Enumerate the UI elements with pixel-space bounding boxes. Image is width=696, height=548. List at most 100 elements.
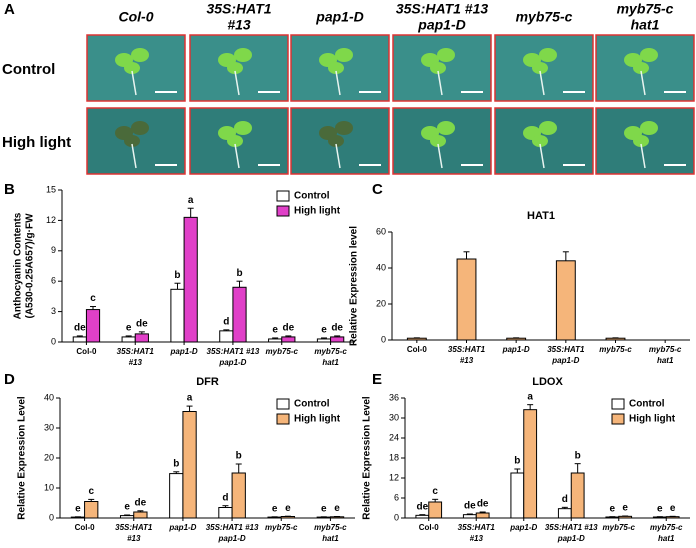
x-tick-label: myb75-c [650,523,683,532]
panel-label: A [4,1,15,18]
x-tick-label: 35S:HAT1 [115,523,153,532]
bar [475,512,490,519]
x-tick-label: Col-0 [407,345,428,354]
row-label: Control [2,61,55,78]
y-tick-label: 6 [394,492,399,502]
legend-label: Control [294,191,330,202]
plant [124,62,140,74]
column-header: pap1-D [417,17,465,33]
x-tick-label: Col-0 [75,523,96,532]
bar [415,514,430,519]
legend-swatch [611,413,625,425]
x-tick-label: Col-0 [76,347,97,356]
bar [570,472,585,519]
significance-label: d [223,316,229,327]
plant [532,135,548,147]
plant [131,48,149,62]
bar [72,336,87,343]
plant [430,135,446,147]
significance-label: de [74,323,86,334]
significance-label: e [610,503,616,514]
significance-label: b [236,268,242,279]
root [539,70,545,96]
root [437,143,443,169]
column-header: hat1 [631,17,660,33]
column-header: pap1-D [315,9,363,25]
row-label: High light [2,134,71,151]
significance-label: b [575,450,581,461]
bar [219,330,234,343]
x-tick-label: 35S:HAT1 #13 [545,523,598,532]
legend-label: High light [629,414,676,425]
significance-label: c [88,486,94,497]
bar [605,337,626,341]
significance-label: e [334,503,340,514]
bar [462,514,477,519]
significance-label: de [417,501,429,512]
bar [280,516,296,519]
panel-label: E [372,371,382,388]
legend-label: Control [294,399,330,410]
y-tick-label: 40 [376,262,386,272]
legend-label: High light [294,206,341,217]
bar [330,336,345,343]
legend-label: Control [629,399,665,410]
significance-label: e [657,503,663,514]
bar [316,338,332,343]
bar [555,260,576,341]
column-header: myb75-c [516,9,573,25]
x-tick-label: 35S:HAT1 #13 [207,347,260,356]
significance-label: b [174,270,180,281]
y-axis-label: Relative Expression Level [362,396,373,520]
significance-label: e [622,503,628,514]
x-tick-label: myb75-c [314,347,347,356]
significance-label: e [75,503,81,514]
y-tick-label: 6 [51,276,56,286]
significance-label: e [126,323,132,334]
significance-label: e [272,503,278,514]
plant [335,48,353,62]
x-tick-label: #13 [127,534,141,543]
significance-label: e [272,325,278,336]
root [539,143,545,169]
root [640,70,646,96]
bar [506,337,527,341]
y-tick-label: 20 [44,452,54,462]
x-tick-label: myb75-c [599,345,632,354]
bar [618,515,633,519]
bar [134,333,149,343]
legend-swatch [276,190,290,202]
bar [428,501,443,519]
legend-label: High light [294,414,341,425]
x-tick-label: myb75-c [265,523,298,532]
x-tick-label: 35S:HAT1 #13 [206,523,259,532]
bar [133,511,148,519]
bar [84,501,99,519]
plant [328,62,344,74]
bar [456,258,477,341]
significance-label: de [136,319,148,330]
x-tick-label: Col-0 [419,523,440,532]
x-tick-label: pap1-D [170,347,198,356]
bar [268,338,283,343]
plant [539,121,557,135]
y-tick-label: 30 [389,412,399,422]
bar [510,472,525,519]
x-tick-label: pap1-D [551,356,579,365]
plant [227,62,243,74]
significance-label: b [236,451,242,462]
root [640,143,646,169]
column-header: 35S:HAT1 #13 [396,1,489,17]
y-tick-label: 0 [51,336,56,346]
plant [640,121,658,135]
significance-label: b [173,458,179,469]
panel-label: C [372,181,383,198]
plant [437,121,455,135]
bar [281,336,296,343]
plant [532,62,548,74]
significance-label: c [432,486,438,497]
x-tick-label: pap1-D [168,523,196,532]
significance-label: a [187,393,193,404]
root [234,143,240,169]
